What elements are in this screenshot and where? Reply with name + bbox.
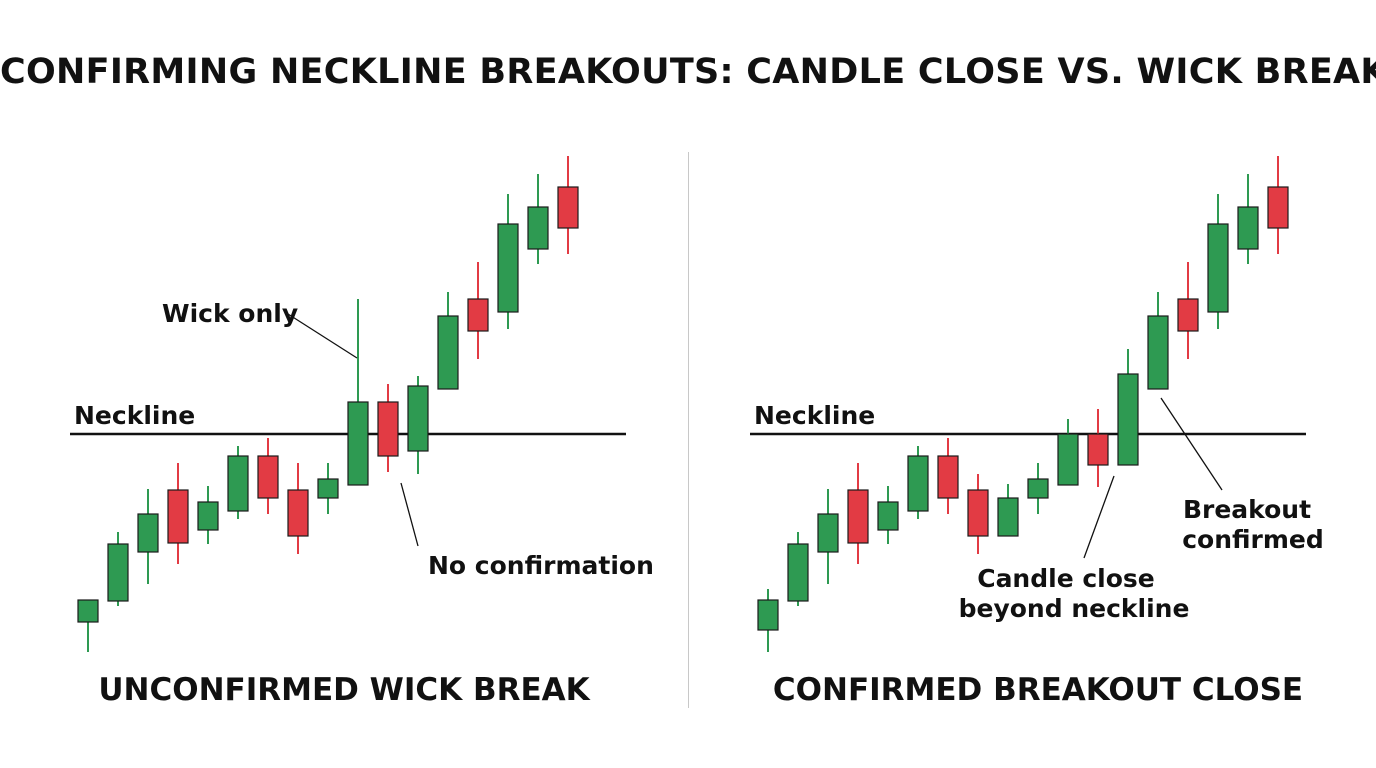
candle-bull — [1237, 174, 1259, 264]
candle-body — [227, 455, 249, 512]
candle-bull — [347, 299, 369, 486]
candle-body — [997, 497, 1019, 537]
annotation-leader-line — [287, 313, 358, 359]
candle-body — [1057, 433, 1079, 486]
candle-body — [877, 501, 899, 531]
panel-title-confirmed: CONFIRMED BREAKOUT CLOSE — [772, 672, 1304, 708]
candle-bull — [757, 589, 779, 652]
candle-bull — [1027, 463, 1049, 514]
candle-bear — [937, 438, 959, 514]
candle-bull — [407, 376, 429, 474]
candle-body — [757, 599, 779, 631]
annotation-leader-line — [400, 482, 419, 547]
candle-bull — [77, 599, 99, 652]
candle-body — [557, 186, 579, 229]
annotation-label: confirmed — [1182, 525, 1324, 554]
candle-body — [1147, 315, 1169, 390]
candle-body — [137, 513, 159, 553]
candle-bull — [787, 532, 809, 606]
candle-body — [817, 513, 839, 553]
candle-body — [347, 401, 369, 486]
candle-body — [77, 599, 99, 623]
candle-body — [967, 489, 989, 537]
candle-bull — [1207, 194, 1229, 329]
candle-body — [907, 455, 929, 512]
candle-body — [527, 206, 549, 250]
candle-bull — [437, 292, 459, 390]
candle-bear — [467, 262, 489, 359]
candle-bear — [257, 438, 279, 514]
annotation-leader-line — [1083, 475, 1115, 559]
candle-bull — [137, 489, 159, 584]
candle-body — [937, 455, 959, 499]
neckline-label: Neckline — [754, 401, 875, 430]
candle-bear — [967, 474, 989, 554]
candle-bull — [997, 484, 1019, 537]
candle-body — [467, 298, 489, 332]
candle-bull — [907, 446, 929, 519]
annotation-leader-line — [1160, 397, 1223, 491]
candle-body — [1207, 223, 1229, 313]
annotation-label: No confirmation — [428, 551, 654, 580]
candle-bull — [317, 463, 339, 514]
candle-body — [437, 315, 459, 390]
candle-bear — [847, 463, 869, 564]
candle-bear — [167, 463, 189, 564]
page-title: CONFIRMING NECKLINE BREAKOUTS: CANDLE CL… — [0, 52, 1376, 92]
candle-body — [497, 223, 519, 313]
annotation-label: Candle close — [977, 564, 1155, 593]
annotation-label: Wick only — [162, 299, 298, 328]
candle-body — [377, 401, 399, 457]
candle-body — [287, 489, 309, 537]
candle-bear — [1177, 262, 1199, 359]
neckline-label: Neckline — [74, 401, 195, 430]
candle-bull — [107, 532, 129, 606]
panel-divider — [688, 152, 689, 708]
candle-bear — [557, 156, 579, 254]
candle-bull — [877, 486, 899, 544]
candle-body — [787, 543, 809, 602]
candle-body — [1177, 298, 1199, 332]
candle-bear — [1267, 156, 1289, 254]
candle-bear — [1087, 409, 1109, 487]
candle-bull — [527, 174, 549, 264]
candle-body — [847, 489, 869, 544]
candle-body — [257, 455, 279, 499]
candle-bull — [1057, 419, 1079, 486]
candle-bear — [377, 384, 399, 472]
candle-bull — [817, 489, 839, 584]
candle-bull — [497, 194, 519, 329]
chart-unconfirmed-wick-break: Neckline Wick only No confirmation — [70, 156, 654, 652]
candle-bear — [287, 463, 309, 554]
candle-body — [317, 478, 339, 499]
annotation-label: Breakout — [1183, 495, 1311, 524]
candle-bull — [1147, 292, 1169, 390]
candle-body — [1027, 478, 1049, 499]
candle-bull — [227, 446, 249, 519]
candle-bull — [1117, 349, 1139, 466]
candle-body — [407, 385, 429, 452]
candle-bull — [197, 486, 219, 544]
candle-body — [197, 501, 219, 531]
annotation-label: beyond neckline — [959, 594, 1190, 623]
candle-body — [1117, 373, 1139, 466]
candle-body — [1237, 206, 1259, 250]
candle-body — [167, 489, 189, 544]
candle-body — [1267, 186, 1289, 229]
panel-title-unconfirmed: UNCONFIRMED WICK BREAK — [98, 672, 590, 708]
candle-body — [107, 543, 129, 602]
candle-body — [1087, 433, 1109, 466]
